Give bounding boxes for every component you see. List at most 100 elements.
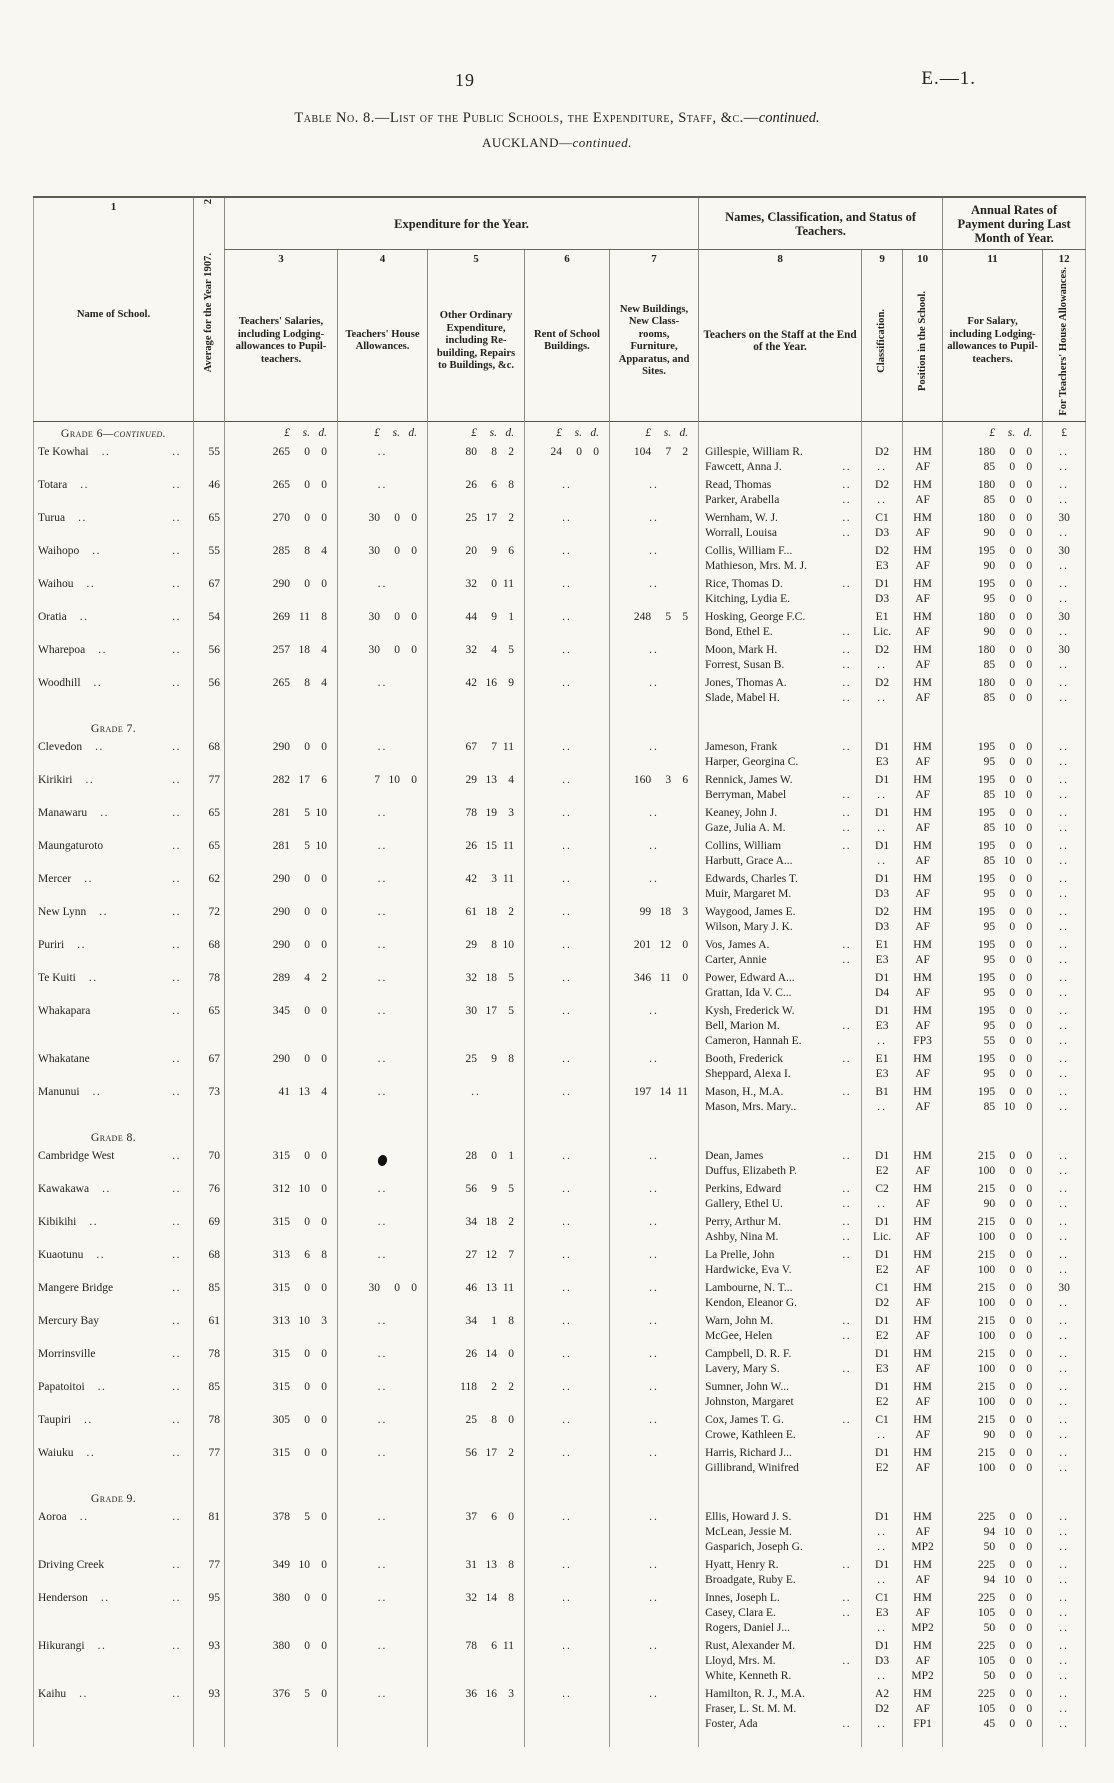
other-expenditure-cell: 37 6 0	[427, 1506, 525, 1555]
grade-heading-row: Grade 7.	[34, 705, 1086, 737]
tail-cell	[902, 1731, 943, 1747]
position-cell: HM	[902, 1683, 943, 1702]
classification-cell: ..	[861, 1196, 903, 1212]
salary-rate-cell: 195 0 0	[942, 573, 1043, 592]
classification-cell: D4	[861, 985, 903, 1001]
position-cell: HM	[902, 1343, 943, 1362]
salaries-cell: 265 8 4	[224, 672, 338, 706]
house-rate-cell: ..	[1042, 1081, 1086, 1100]
average-cell: 93	[193, 1635, 225, 1684]
school-name-cell: Aoroa....	[38, 1510, 181, 1523]
grade-heading-spacer	[193, 705, 225, 737]
teacher-name-cell: La Prelle, John..	[698, 1244, 862, 1263]
salary-rate-cell: 55 0 0	[942, 1033, 1043, 1049]
salary-rate-cell: 195 0 0	[942, 1000, 1043, 1019]
house-rate-cell: ..	[1042, 1361, 1086, 1377]
teacher-row: Harbutt, Grace A..... AF 85 10 0..	[34, 853, 1086, 869]
house-rate-cell: ..	[1042, 769, 1086, 788]
salaries-cell: 315 0 0	[224, 1376, 338, 1410]
position-cell: AF	[902, 1295, 943, 1311]
rent-cell: ..	[524, 540, 610, 574]
new-buildings-cell: ..	[608, 1048, 699, 1082]
grade-heading-spacer: £ s. d.	[337, 421, 428, 442]
teacher-name-cell: Grattan, Ida V. C...	[698, 985, 862, 1001]
average-cell: 78	[193, 967, 225, 1001]
school-name-cell: Mercury Bay..	[38, 1314, 181, 1327]
average-cell: 77	[193, 1442, 225, 1476]
house-allowance-cell: ..	[337, 1000, 428, 1049]
teacher-name-cell: Hosking, George F.C.	[698, 606, 862, 625]
teacher-row: Crowe, Kathleen E... AF 90 0 0..	[34, 1427, 1086, 1443]
house-allowance-cell: ..	[337, 1081, 428, 1115]
school-row: Aoroa.... 81 378 5 0.. 37 6 0.... Ellis, Howard …	[34, 1506, 1086, 1555]
house-allowance-cell: ..	[337, 573, 428, 607]
average-cell: 65	[193, 802, 225, 836]
new-buildings-cell: ..	[608, 507, 699, 541]
teacher-row: Hardwicke, Eva V. E2 AF 100 0 0..	[34, 1262, 1086, 1278]
teacher-name-cell: Fawcett, Anna J...	[698, 459, 862, 475]
average-cell: 65	[193, 835, 225, 869]
header-group-names: Names, Classification, and Status of Tea…	[698, 197, 943, 250]
house-rate-cell: ..	[1042, 1427, 1086, 1443]
teacher-name-cell: Perry, Arthur M...	[698, 1211, 862, 1230]
grade-heading-row: Grade 6—continued. £ s. d. £ s. d. £ s. d. £ s. d. £ s…	[34, 421, 1086, 442]
house-allowance-cell: ..	[337, 901, 428, 935]
house-allowance-cell: 30 0 0	[337, 507, 428, 541]
salary-rate-cell: 215 0 0	[942, 1442, 1043, 1461]
classification-cell: E1	[861, 606, 903, 625]
position-cell: AF	[902, 690, 943, 706]
position-cell: AF	[902, 1572, 943, 1588]
position-cell: HM	[902, 540, 943, 559]
position-cell: MP2	[902, 1539, 943, 1555]
grade-heading-spacer	[861, 1114, 903, 1146]
salary-rate-cell: 195 0 0	[942, 835, 1043, 854]
grade-heading-spacer: £ s. d.	[427, 421, 525, 442]
school-row: Clevedon.... 68 290 0 0.. 67 7 11.... Jameson, F…	[34, 736, 1086, 770]
classification-cell: D1	[861, 1000, 903, 1019]
header-name-of-school: 1 Name of School.	[34, 197, 194, 421]
salary-rate-cell: 195 0 0	[942, 868, 1043, 887]
position-cell: MP2	[902, 1668, 943, 1684]
classification-cell: E3	[861, 754, 903, 770]
salaries-cell: 281 5 10	[224, 835, 338, 869]
grade-heading-spacer	[337, 1114, 428, 1146]
teacher-row: Kendon, Eleanor G. D2 AF 100 0 0..	[34, 1295, 1086, 1311]
salary-rate-cell: 105 0 0	[942, 1605, 1043, 1621]
average-cell: 67	[193, 573, 225, 607]
teacher-name-cell: Rust, Alexander M.	[698, 1635, 862, 1654]
header-average: 2 Average for the Year 1907.	[193, 197, 225, 422]
tail-cell	[608, 1731, 699, 1747]
position-cell: AF	[902, 754, 943, 770]
school-name-cell: Whakatane..	[38, 1052, 181, 1065]
house-rate-cell: ..	[1042, 1033, 1086, 1049]
house-rate-cell: 30	[1042, 606, 1086, 625]
position-cell: AF	[902, 558, 943, 574]
school-row: Henderson.... 95 380 0 0.. 32 14 8.... Innes, Jo…	[34, 1587, 1086, 1636]
position-cell: HM	[902, 1409, 943, 1428]
grade-heading-spacer	[608, 1475, 699, 1507]
grade-heading-row: Grade 9.	[34, 1475, 1086, 1507]
house-rate-cell: ..	[1042, 1244, 1086, 1263]
rent-cell: ..	[524, 1244, 610, 1278]
position-cell: AF	[902, 492, 943, 508]
salaries-cell: 290 0 0	[224, 1048, 338, 1082]
average-cell: 55	[193, 540, 225, 574]
teacher-name-cell: Slade, Mabel H...	[698, 690, 862, 706]
school-row: Kirikiri.... 77 282 17 6 7 10 0 29 13 4.. 160 3 6 Renn…	[34, 769, 1086, 803]
classification-cell: D1	[861, 573, 903, 592]
house-rate-cell: ..	[1042, 754, 1086, 770]
school-row: Turua.... 65 270 0 0 30 0 0 25 17 2.... Wernham, W.…	[34, 507, 1086, 541]
grade-heading: Grade 9.	[90, 1490, 137, 1505]
teacher-row: Casey, Clara E... E3 AF 105 0 0..	[34, 1605, 1086, 1621]
salaries-cell: 315 0 0	[224, 1277, 338, 1311]
page-number: 19	[455, 70, 475, 90]
position-cell: AF	[902, 1653, 943, 1669]
house-rate-cell: ..	[1042, 1442, 1086, 1461]
position-cell: HM	[902, 1244, 943, 1263]
salaries-cell: 41 13 4	[224, 1081, 338, 1115]
house-rate-cell: 30	[1042, 639, 1086, 658]
salary-rate-cell: 95 0 0	[942, 1018, 1043, 1034]
teacher-row: Broadgate, Ruby E... AF 94 10 0..	[34, 1572, 1086, 1588]
classification-cell: ..	[861, 787, 903, 803]
position-cell: HM	[902, 967, 943, 986]
